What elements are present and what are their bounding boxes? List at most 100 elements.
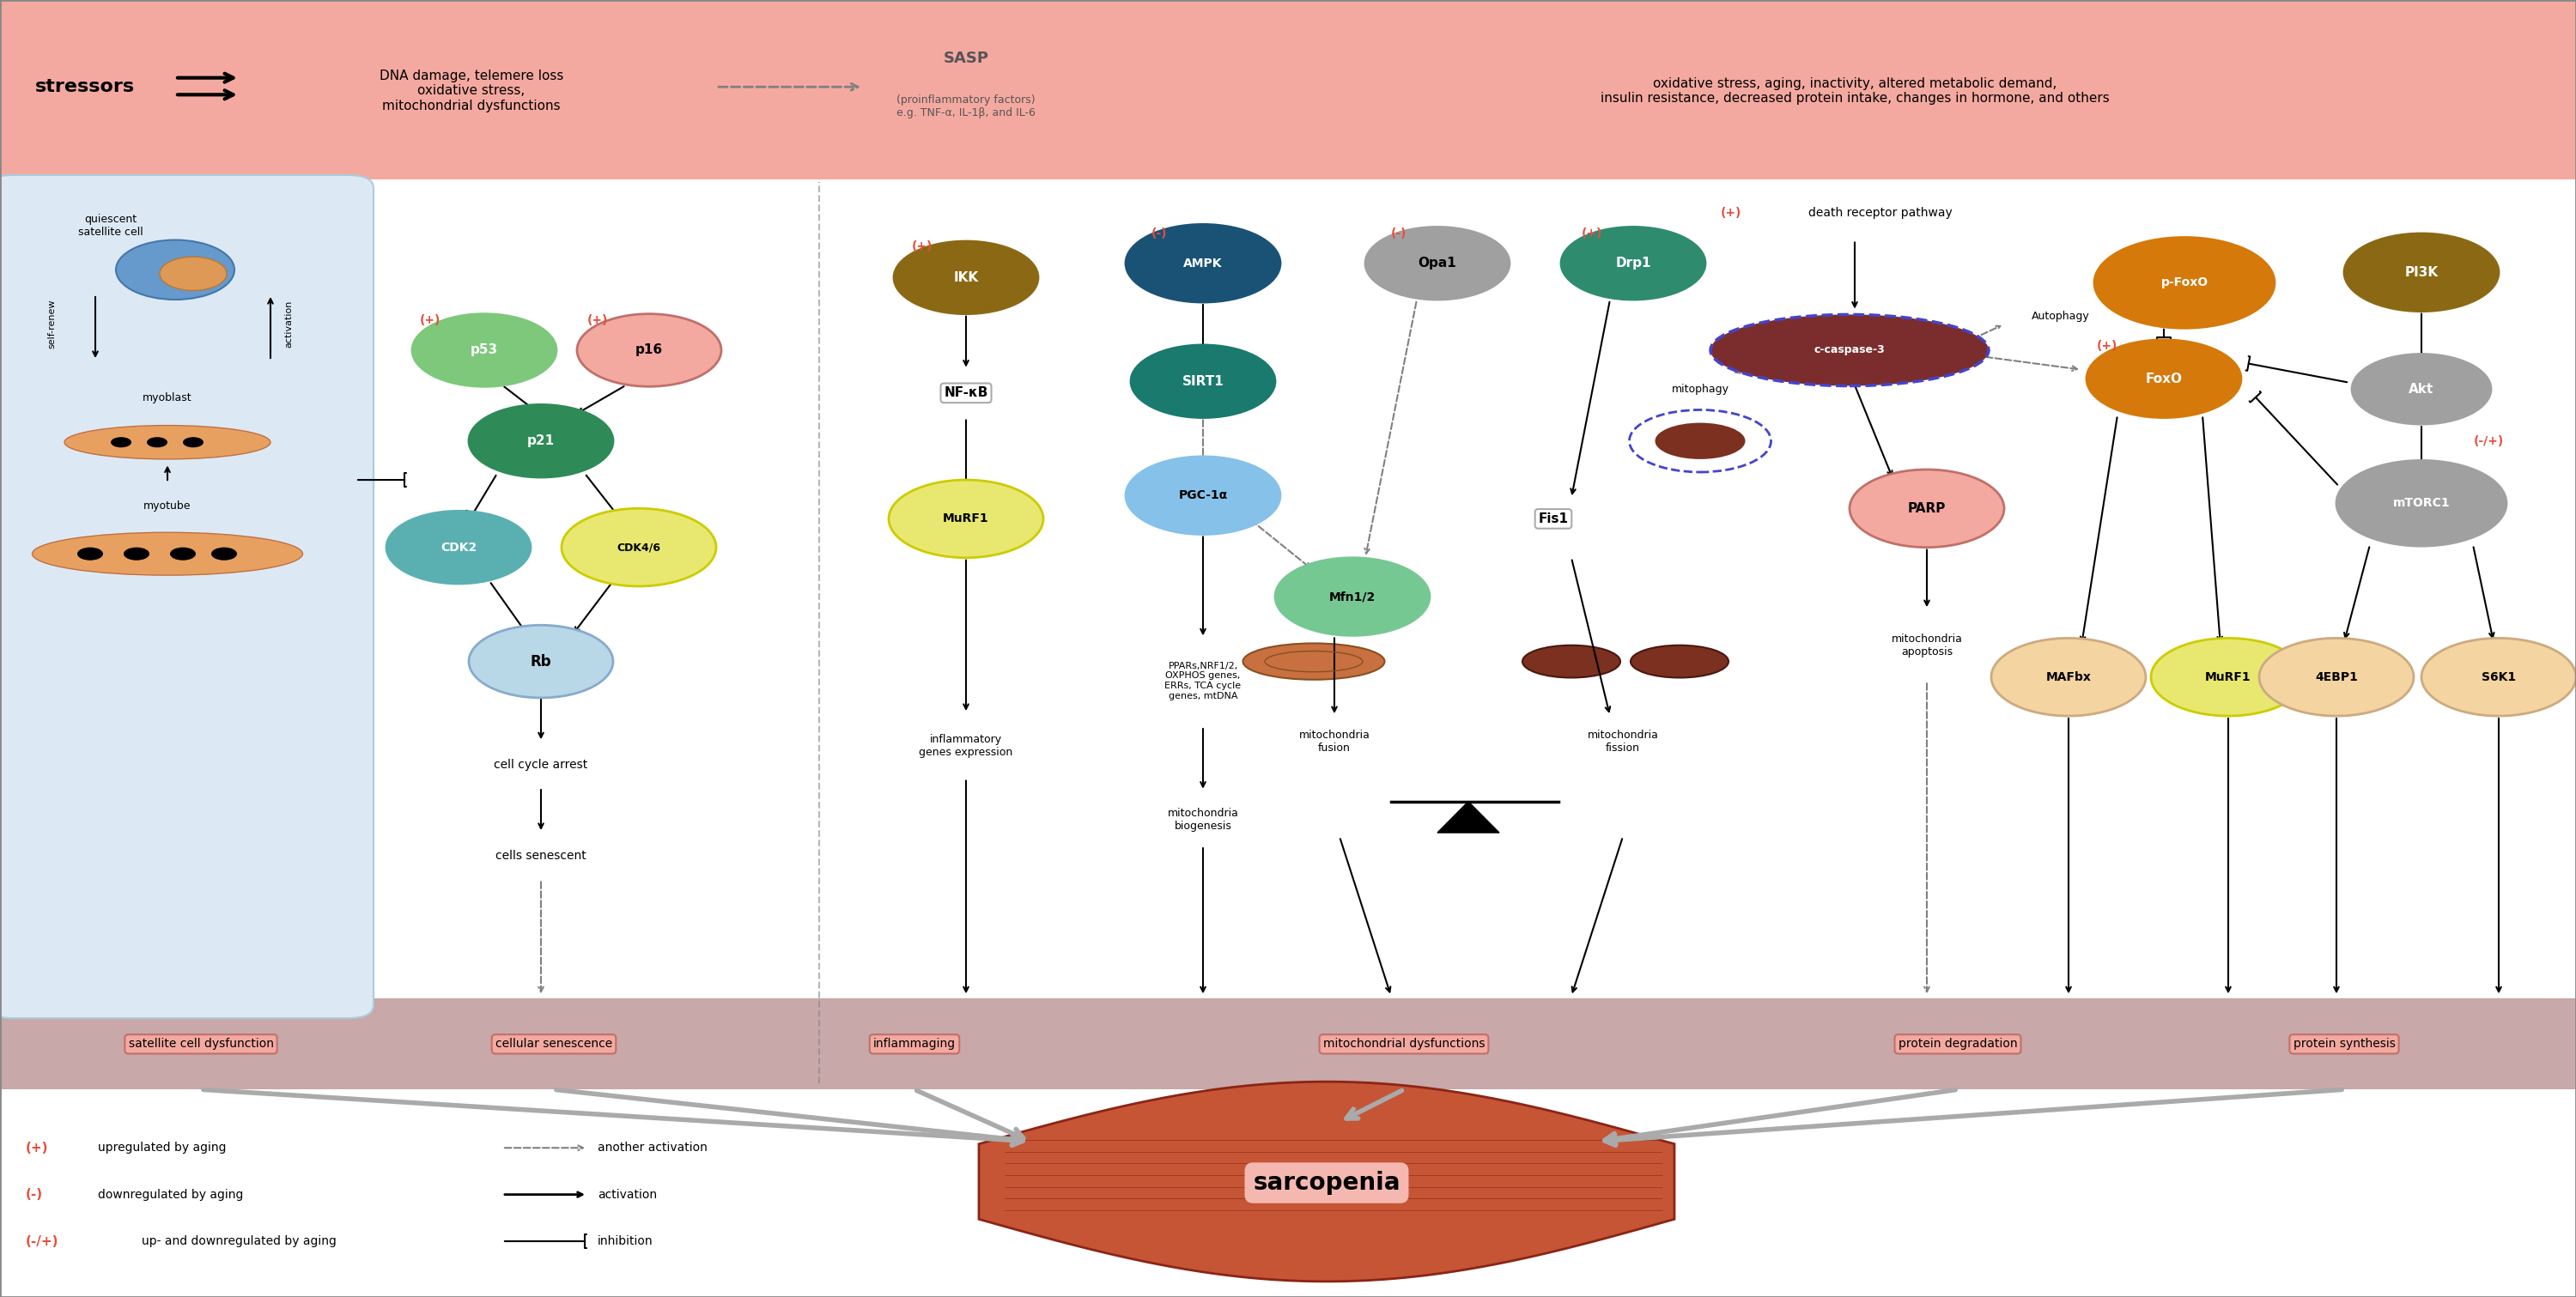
Text: p-FoxO: p-FoxO (2161, 276, 2208, 289)
Circle shape (2336, 460, 2506, 546)
Circle shape (211, 547, 237, 560)
Circle shape (1131, 345, 1275, 418)
Text: death receptor pathway: death receptor pathway (1808, 206, 1953, 219)
Polygon shape (1437, 802, 1499, 833)
FancyBboxPatch shape (0, 999, 2576, 1089)
Text: oxidative stress, aging, inactivity, altered metabolic demand,
insulin resistanc: oxidative stress, aging, inactivity, alt… (1600, 77, 2110, 105)
Text: Drp1: Drp1 (1615, 257, 1651, 270)
Text: Opa1: Opa1 (1419, 257, 1455, 270)
Text: myotube: myotube (144, 501, 191, 511)
Text: (+): (+) (1582, 227, 1602, 240)
Text: stressors: stressors (36, 78, 134, 96)
Text: MAFbx: MAFbx (2045, 671, 2092, 684)
Circle shape (111, 437, 131, 447)
Circle shape (2421, 638, 2576, 716)
Text: myoblast: myoblast (142, 393, 193, 403)
Circle shape (1126, 457, 1280, 534)
Circle shape (889, 480, 1043, 558)
Circle shape (1991, 638, 2146, 716)
Circle shape (894, 241, 1038, 314)
Text: (+): (+) (1721, 206, 1741, 219)
Text: cellular senescence: cellular senescence (495, 1038, 613, 1051)
Circle shape (2344, 233, 2499, 311)
Text: MuRF1: MuRF1 (943, 512, 989, 525)
Text: p21: p21 (528, 434, 554, 447)
Text: quiescent
satellite cell: quiescent satellite cell (77, 214, 144, 237)
Circle shape (1561, 227, 1705, 300)
Text: activation: activation (598, 1188, 657, 1201)
Circle shape (160, 257, 227, 291)
Text: sarcopenia: sarcopenia (1252, 1171, 1401, 1195)
Circle shape (2259, 638, 2414, 716)
Ellipse shape (1631, 645, 1728, 677)
Circle shape (2087, 340, 2241, 418)
Text: mitochondria
fusion: mitochondria fusion (1298, 730, 1370, 754)
Text: (+): (+) (912, 240, 933, 253)
Text: (-): (-) (26, 1188, 44, 1201)
FancyBboxPatch shape (0, 175, 374, 1018)
Circle shape (577, 314, 721, 387)
Circle shape (1126, 224, 1280, 302)
Text: (+): (+) (420, 314, 440, 327)
Text: CDK2: CDK2 (440, 541, 477, 554)
Text: 4EBP1: 4EBP1 (2316, 671, 2357, 684)
Polygon shape (979, 1082, 1674, 1281)
Text: SIRT1: SIRT1 (1182, 375, 1224, 388)
Circle shape (2094, 237, 2275, 328)
Text: Mfn1/2: Mfn1/2 (1329, 590, 1376, 603)
Text: mitochondria
apoptosis: mitochondria apoptosis (1891, 634, 1963, 658)
Text: (+): (+) (2097, 340, 2117, 353)
Ellipse shape (1242, 643, 1386, 680)
Circle shape (469, 405, 613, 477)
Ellipse shape (64, 425, 270, 459)
Ellipse shape (31, 533, 304, 576)
FancyBboxPatch shape (0, 0, 2576, 179)
Text: PARP: PARP (1909, 502, 1945, 515)
Text: (-/+): (-/+) (26, 1235, 59, 1248)
Text: up- and downregulated by aging: up- and downregulated by aging (142, 1235, 337, 1248)
Text: CDK4/6: CDK4/6 (618, 542, 659, 553)
Circle shape (170, 547, 196, 560)
Circle shape (469, 625, 613, 698)
Text: c-caspase-3: c-caspase-3 (1814, 345, 1886, 355)
Text: NF-κB: NF-κB (943, 387, 989, 399)
Text: protein degradation: protein degradation (1899, 1038, 2017, 1051)
Text: another activation: another activation (598, 1141, 708, 1154)
Text: PGC-1α: PGC-1α (1177, 489, 1229, 502)
Text: self-renew: self-renew (46, 300, 57, 349)
Text: SASP: SASP (943, 51, 989, 66)
Text: (+): (+) (26, 1141, 49, 1154)
Text: cell cycle arrest: cell cycle arrest (495, 759, 587, 772)
Text: Rb: Rb (531, 654, 551, 669)
Text: inflammaging: inflammaging (873, 1038, 956, 1051)
Text: activation: activation (283, 301, 294, 348)
Text: protein synthesis: protein synthesis (2293, 1038, 2396, 1051)
Text: (-): (-) (1391, 227, 1406, 240)
Circle shape (386, 511, 531, 584)
Circle shape (77, 547, 103, 560)
Ellipse shape (1710, 315, 1989, 387)
Text: mitochondrial dysfunctions: mitochondrial dysfunctions (1324, 1038, 1484, 1051)
Circle shape (562, 508, 716, 586)
Circle shape (1275, 558, 1430, 636)
Ellipse shape (1654, 423, 1747, 459)
Circle shape (1365, 227, 1510, 300)
Text: mitophagy: mitophagy (1672, 384, 1728, 394)
Text: IKK: IKK (953, 271, 979, 284)
Text: inflammatory
genes expression: inflammatory genes expression (920, 734, 1012, 757)
Ellipse shape (1522, 645, 1620, 677)
Text: Fis1: Fis1 (1538, 512, 1569, 525)
Text: PI3K: PI3K (2403, 266, 2439, 279)
Text: S6K1: S6K1 (2481, 671, 2517, 684)
Text: Autophagy: Autophagy (2032, 311, 2089, 322)
Circle shape (116, 240, 234, 300)
Circle shape (2151, 638, 2306, 716)
Circle shape (1850, 470, 2004, 547)
Text: satellite cell dysfunction: satellite cell dysfunction (129, 1038, 273, 1051)
Text: Akt: Akt (2409, 383, 2434, 396)
Text: upregulated by aging: upregulated by aging (98, 1141, 227, 1154)
Text: mitochondria
fission: mitochondria fission (1587, 730, 1659, 754)
Circle shape (2352, 354, 2491, 424)
Text: MuRF1: MuRF1 (2205, 671, 2251, 684)
Text: (+): (+) (587, 314, 608, 327)
